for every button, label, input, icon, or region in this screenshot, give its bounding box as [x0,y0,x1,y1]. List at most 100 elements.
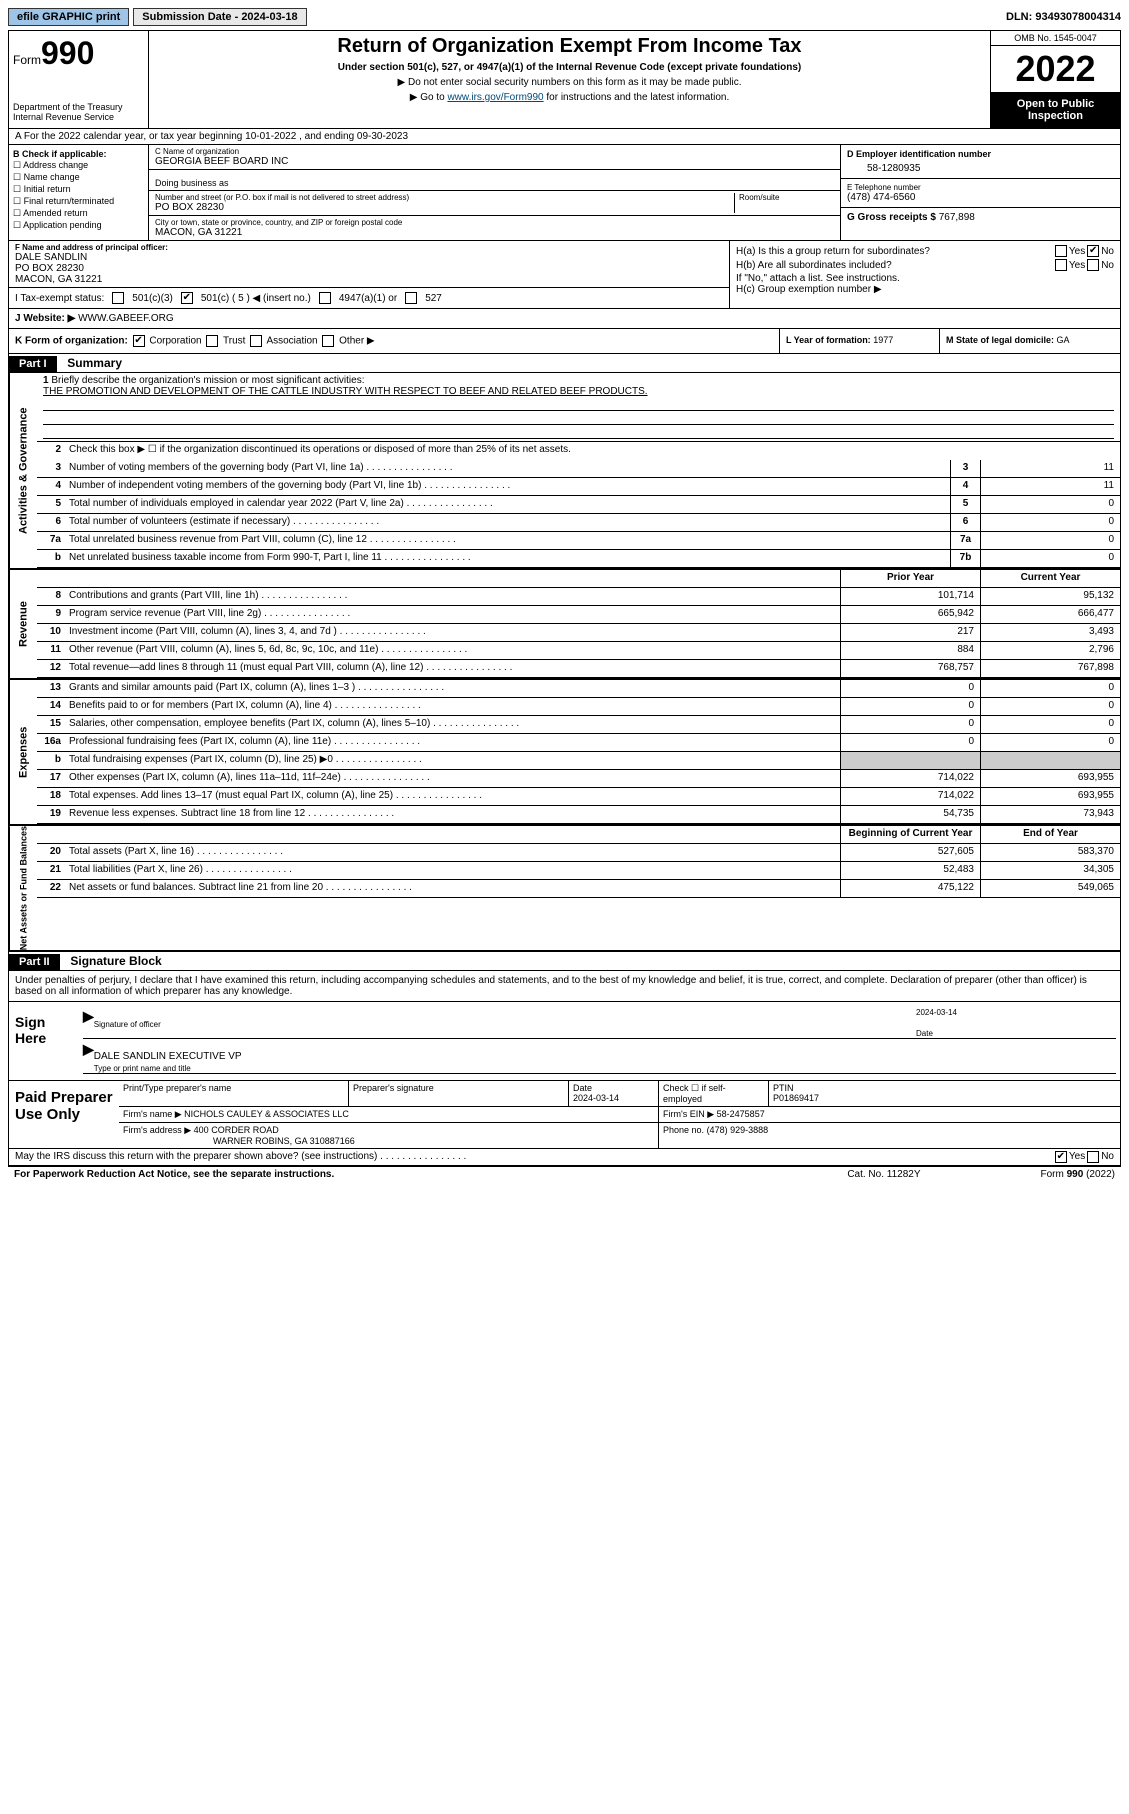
line1-text: Briefly describe the organization's miss… [51,375,364,386]
note-goto-pre: ▶ Go to [410,92,448,103]
may-discuss-label: May the IRS discuss this return with the… [15,1151,377,1162]
form-container: Form990 Department of the Treasury Inter… [8,30,1121,1167]
paid-h5: PTIN [773,1083,794,1093]
vtab-netassets: Net Assets or Fund Balances [9,826,37,950]
website-value: WWW.GABEEF.ORG [78,313,174,324]
table-row: 6Total number of volunteers (estimate if… [37,514,1120,532]
chk-other[interactable] [322,335,334,347]
table-row: 19Revenue less expenses. Subtract line 1… [37,806,1120,824]
section-de: D Employer identification number 58-1280… [840,145,1120,240]
chk-assoc[interactable] [250,335,262,347]
irs-link[interactable]: www.irs.gov/Form990 [447,92,543,103]
sig-date-hint: Date [916,1029,933,1038]
chk-final-return[interactable]: ☐ Final return/terminated [13,196,144,207]
table-row: 7aTotal unrelated business revenue from … [37,532,1120,550]
chk-name-change[interactable]: ☐ Name change [13,172,144,183]
col-current-year: Current Year [980,570,1120,587]
chk-app-pending[interactable]: ☐ Application pending [13,220,144,231]
section-i: I Tax-exempt status: 501(c)(3) 501(c) ( … [9,288,729,308]
table-row: 22Net assets or fund balances. Subtract … [37,880,1120,898]
tax-status-label: I Tax-exempt status: [15,293,104,304]
gross-label: G Gross receipts $ [847,212,936,223]
header-mid: Return of Organization Exempt From Incom… [149,31,990,128]
gross-value: 767,898 [939,212,975,223]
city-hint: City or town, state or province, country… [155,218,834,227]
table-row: 5Total number of individuals employed in… [37,496,1120,514]
firm-label: Firm's name ▶ [123,1109,182,1119]
ein-hint: D Employer identification number [847,149,1114,159]
year-formation: 1977 [873,335,893,345]
chk-4947[interactable] [319,292,331,304]
discuss-no[interactable] [1087,1151,1099,1163]
submission-date-button[interactable]: Submission Date - 2024-03-18 [133,8,306,26]
section-h: H(a) Is this a group return for subordin… [730,241,1120,308]
paid-h2: Preparer's signature [349,1081,569,1106]
sig-name: DALE SANDLIN EXECUTIVE VP [94,1051,242,1062]
room-hint: Room/suite [734,193,834,213]
dln-label: DLN: 93493078004314 [1006,11,1121,23]
firm-name: NICHOLS CAULEY & ASSOCIATES LLC [184,1109,349,1119]
chk-501c[interactable] [181,292,193,304]
line-1: 1 Briefly describe the organization's mi… [37,373,1120,442]
firm-addr2: WARNER ROBINS, GA 310887166 [213,1136,355,1146]
addr-hint: Number and street (or P.O. box if mail i… [155,193,734,202]
section-b: B Check if applicable: ☐ Address change … [9,145,149,240]
hc-label: H(c) Group exemption number ▶ [736,284,1114,295]
part2-tag: Part II [9,954,60,970]
firm-phone-label: Phone no. [663,1125,704,1135]
table-row: 18Total expenses. Add lines 13–17 (must … [37,788,1120,806]
efile-button[interactable]: efile GRAPHIC print [8,8,129,26]
org-name: GEORGIA BEEF BOARD INC [155,156,834,167]
officer-city: MACON, GA 31221 [15,274,723,285]
table-row: bTotal fundraising expenses (Part IX, co… [37,752,1120,770]
firm-addr-label: Firm's address ▶ [123,1125,191,1135]
tax-year: 2022 [991,46,1120,92]
firm-addr1: 400 CORDER ROAD [194,1125,279,1135]
line2-num: 2 [37,442,65,460]
firm-ein: 58-2475857 [717,1109,765,1119]
discuss-yes[interactable] [1055,1151,1067,1163]
officer-addr: PO BOX 28230 [15,263,723,274]
hb-no[interactable] [1087,259,1099,271]
hb-yes[interactable] [1055,259,1067,271]
paid-h3: Date [573,1083,592,1093]
col-end-year: End of Year [980,826,1120,843]
part1-tag: Part I [9,356,57,372]
org-address: PO BOX 28230 [155,202,734,213]
table-row: 11Other revenue (Part VIII, column (A), … [37,642,1120,660]
section-m: M State of legal domicile: GA [940,329,1120,353]
paid-label: Paid Preparer Use Only [9,1081,119,1148]
hb-label: H(b) Are all subordinates included? [736,260,1053,271]
table-row: 12Total revenue—add lines 8 through 11 (… [37,660,1120,678]
chk-527[interactable] [405,292,417,304]
table-row: 17Other expenses (Part IX, column (A), l… [37,770,1120,788]
form-subtitle: Under section 501(c), 527, or 4947(a)(1)… [157,62,982,73]
table-row: bNet unrelated business taxable income f… [37,550,1120,568]
ha-no[interactable] [1087,245,1099,257]
topbar: efile GRAPHIC print Submission Date - 20… [8,8,1121,26]
sig-name-hint: Type or print name and title [94,1064,191,1073]
footer-right: Form 990 (2022) [1041,1169,1115,1180]
vtab-activities: Activities & Governance [9,373,37,568]
chk-trust[interactable] [206,335,218,347]
chk-address-change[interactable]: ☐ Address change [13,160,144,171]
sig-intro: Under penalties of perjury, I declare th… [9,971,1120,1002]
chk-corp[interactable] [133,335,145,347]
header-left: Form990 Department of the Treasury Inter… [9,31,149,128]
line2-text: Check this box ▶ ☐ if the organization d… [65,442,1120,460]
paid-date: 2024-03-14 [573,1093,619,1103]
form-number: 990 [41,35,94,71]
footer-left: For Paperwork Reduction Act Notice, see … [14,1169,847,1180]
ha-yes[interactable] [1055,245,1067,257]
table-row: 16aProfessional fundraising fees (Part I… [37,734,1120,752]
state-domicile: GA [1057,335,1070,345]
table-row: 15Salaries, other compensation, employee… [37,716,1120,734]
chk-initial-return[interactable]: ☐ Initial return [13,184,144,195]
col-beginning-year: Beginning of Current Year [840,826,980,843]
chk-501c3[interactable] [112,292,124,304]
dept-label: Department of the Treasury Internal Reve… [13,102,144,122]
chk-amended[interactable]: ☐ Amended return [13,208,144,219]
table-row: 14Benefits paid to or for members (Part … [37,698,1120,716]
org-name-hint: C Name of organization [155,147,834,156]
table-row: 4Number of independent voting members of… [37,478,1120,496]
